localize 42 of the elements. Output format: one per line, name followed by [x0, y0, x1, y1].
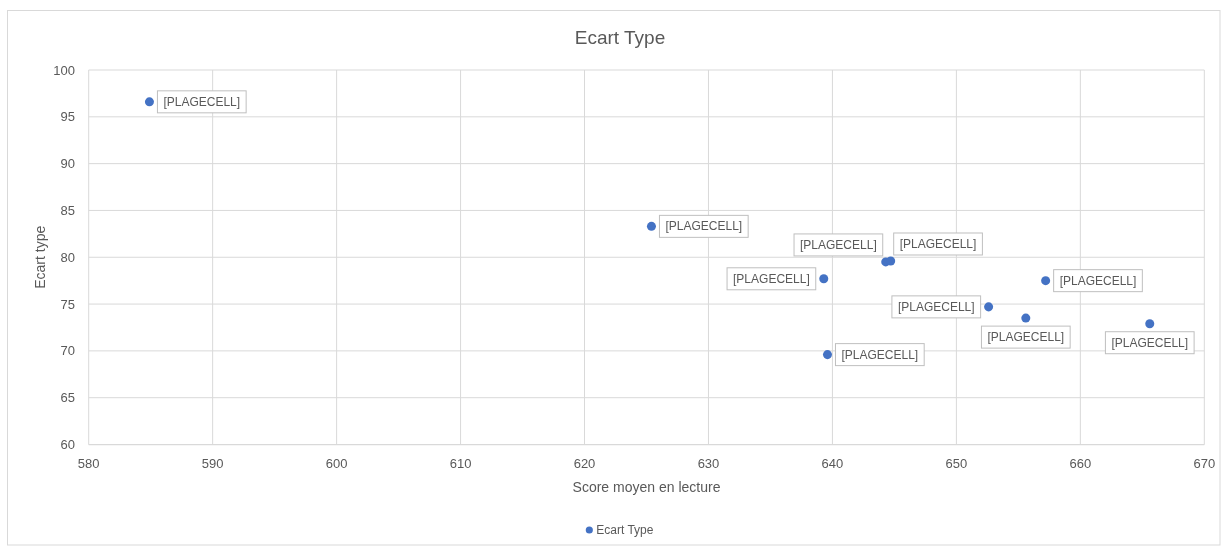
- x-tick-label: 650: [945, 455, 968, 471]
- data-label: [PLAGECELL]: [665, 219, 743, 234]
- x-tick-label: 670: [1193, 455, 1216, 471]
- point: [1145, 319, 1155, 329]
- y-tick-label: 70: [60, 343, 75, 359]
- point: [886, 256, 896, 266]
- data-label: [PLAGECELL]: [163, 94, 241, 109]
- y-tick-label: 100: [53, 62, 75, 78]
- legend-label: Ecart Type: [596, 523, 654, 537]
- chart-title: Ecart Type: [574, 26, 666, 48]
- data-label: [PLAGECELL]: [841, 347, 919, 362]
- point: [1021, 313, 1031, 323]
- x-tick-label: 580: [77, 455, 100, 471]
- y-tick-label: 85: [60, 202, 75, 218]
- x-tick-label: 660: [1069, 455, 1092, 471]
- point: [984, 302, 994, 312]
- y-tick-label: 60: [60, 437, 75, 452]
- x-tick-label: 630: [697, 455, 720, 471]
- data-label: [PLAGECELL]: [800, 237, 877, 252]
- x-tick-label: 600: [325, 455, 348, 471]
- y-tick-label: 90: [60, 156, 75, 172]
- data-label: [PLAGECELL]: [733, 271, 810, 286]
- y-tick-label: 80: [60, 249, 75, 265]
- data-label: [PLAGECELL]: [899, 236, 977, 251]
- data-label: [PLAGECELL]: [897, 299, 975, 314]
- point: [144, 97, 154, 107]
- x-tick-label: 590: [201, 455, 224, 471]
- x-tick-label: 610: [449, 455, 472, 471]
- point: [646, 221, 656, 231]
- point: [822, 350, 832, 360]
- x-tick-label: 620: [573, 455, 596, 471]
- data-label: [PLAGECELL]: [1059, 273, 1137, 288]
- y-tick-label: 75: [60, 296, 75, 312]
- y-axis-title: Ecart type: [32, 225, 48, 289]
- point: [819, 274, 829, 284]
- x-axis-title: Score moyen en lecture: [572, 479, 721, 495]
- y-tick-label: 95: [60, 109, 75, 125]
- y-tick-label: 65: [60, 390, 75, 406]
- data-label: [PLAGECELL]: [1111, 335, 1189, 350]
- point: [1041, 276, 1051, 286]
- data-label: [PLAGECELL]: [987, 330, 1065, 345]
- x-tick-label: 640: [821, 455, 844, 471]
